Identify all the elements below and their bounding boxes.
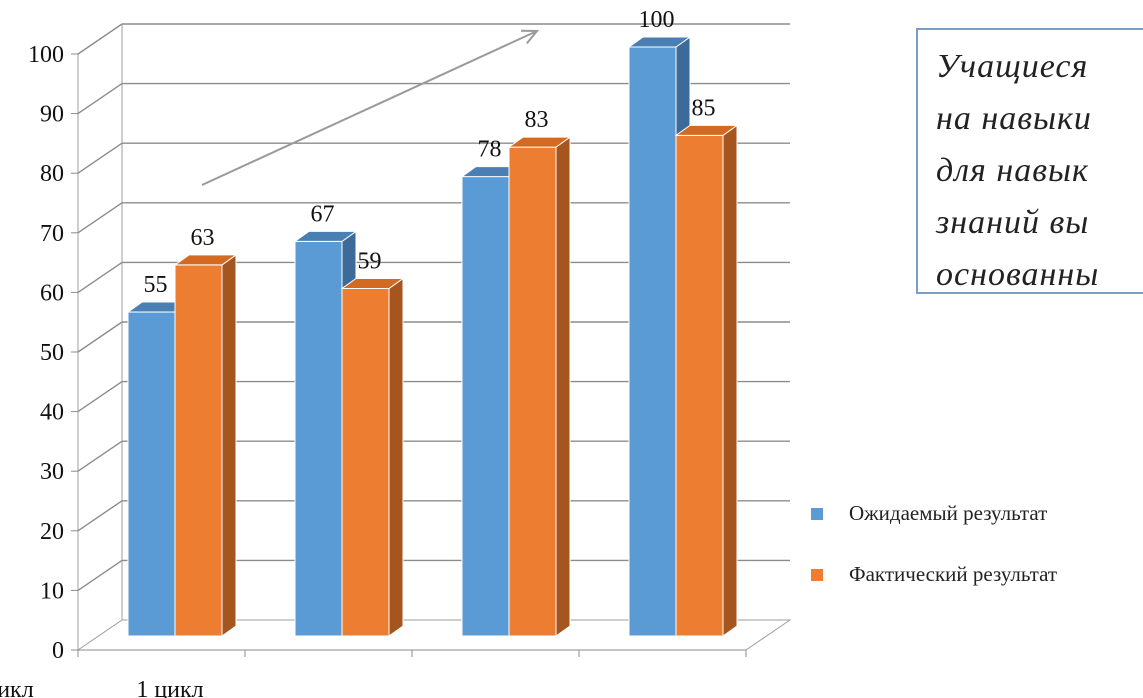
- bar: [127, 311, 176, 637]
- gridline-depth: [77, 83, 123, 115]
- bar-top: [293, 230, 358, 242]
- data-label: 78: [478, 137, 502, 163]
- bar-top: [173, 254, 238, 266]
- y-tick-label: 20: [40, 519, 64, 545]
- trend-arrow-head: [520, 29, 540, 44]
- x-category-label: 1 цикл: [136, 677, 203, 698]
- data-label: 59: [358, 248, 382, 274]
- y-axis: 0 10 20 30 40 50 60 70 80 90 100: [28, 42, 78, 664]
- data-label: 100: [639, 7, 675, 33]
- gridline-depth: [77, 500, 123, 532]
- legend: Ожидаемый результат Фактический результат: [811, 501, 1057, 586]
- callout-line: Учащиеся: [936, 48, 1089, 85]
- legend-swatch: [811, 508, 823, 520]
- gridline-depth: [77, 381, 123, 413]
- gridline-depth: [77, 23, 123, 55]
- trend-arrow: [201, 29, 540, 186]
- y-tick-label: 40: [40, 400, 64, 426]
- bar-top: [340, 277, 405, 289]
- data-label: 55: [144, 272, 168, 298]
- data-label: 85: [692, 95, 716, 121]
- y-tick-label: 100: [28, 42, 64, 68]
- gridline-depth: [77, 261, 123, 293]
- bar-side: [221, 253, 237, 637]
- x-category-label: 2 цикл: [0, 677, 34, 698]
- bar: [174, 264, 223, 637]
- bar: [628, 46, 677, 637]
- y-tick-label: 10: [40, 578, 64, 604]
- callout-line: знаний вы: [936, 204, 1090, 241]
- y-tick-label: 60: [40, 280, 64, 306]
- gridline-depth: [77, 142, 123, 174]
- gridline-depth: [77, 321, 123, 353]
- callout-box: Учащиеся на навыки для навык знаний вы о…: [916, 28, 1143, 294]
- legend-label: Фактический результат: [849, 562, 1057, 586]
- gridline-depth: [77, 202, 123, 234]
- bar: [461, 176, 510, 637]
- bar-top: [627, 36, 692, 48]
- data-label: 83: [525, 107, 549, 133]
- data-labels: 55 67 78 100 63 59 83 85: [144, 7, 716, 298]
- y-tick-label: 70: [40, 221, 64, 247]
- gridline-depth: [77, 559, 123, 591]
- bar: [294, 240, 343, 637]
- y-tick-label: 80: [40, 161, 64, 187]
- bar-top: [507, 136, 572, 148]
- y-tick-label: 50: [40, 340, 64, 366]
- gridline-depth: [77, 440, 123, 472]
- y-tick-label: 0: [52, 638, 64, 664]
- data-label: 67: [311, 201, 335, 227]
- bar: [508, 146, 557, 637]
- bar-top: [674, 124, 739, 136]
- bar: [675, 134, 724, 637]
- legend-swatch: [811, 569, 823, 581]
- bar-side: [388, 277, 404, 637]
- data-label: 63: [191, 225, 215, 251]
- callout-line: основанны: [936, 256, 1100, 293]
- callout-line: на навыки: [936, 100, 1092, 137]
- legend-label: Ожидаемый результат: [849, 501, 1047, 525]
- y-tick-label: 90: [40, 102, 64, 128]
- bar-side: [555, 136, 571, 637]
- y-tick-label: 30: [40, 459, 64, 485]
- bars: [126, 36, 739, 637]
- trend-arrow-line: [201, 30, 538, 186]
- bar: [341, 287, 390, 637]
- x-axis: 1 цикл 2 цикл: [0, 649, 747, 698]
- bar-side: [722, 124, 738, 637]
- callout-line: для навык: [936, 152, 1089, 189]
